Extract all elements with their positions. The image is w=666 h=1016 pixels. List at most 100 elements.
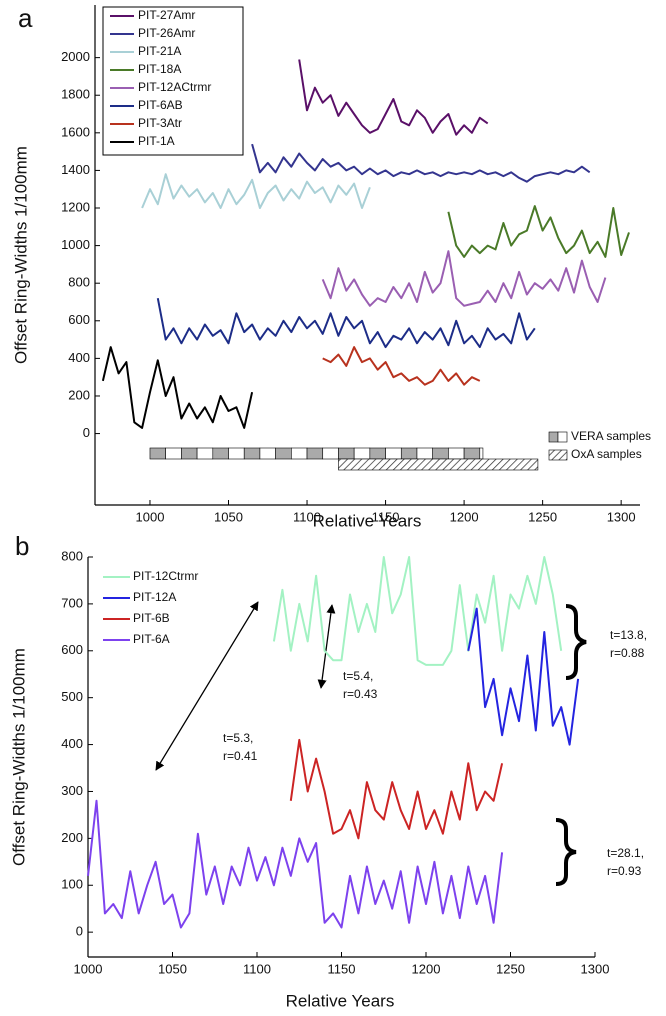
annotation: t=13.8,	[610, 628, 647, 642]
series-line	[298, 59, 489, 136]
sample-block	[400, 447, 418, 460]
legend-label: PIT-27Amr	[138, 8, 195, 22]
series-line	[141, 173, 371, 209]
legend-label: PIT-26Amr	[138, 26, 195, 40]
sample-block	[432, 447, 449, 460]
legend-label: PIT-21A	[138, 44, 181, 58]
x-tick-label: 1250	[496, 961, 525, 976]
sample-legend-label: VERA samples	[571, 429, 651, 443]
x-tick-label: 1050	[214, 509, 243, 524]
x-tick-label: 1150	[328, 961, 356, 976]
sample-block	[338, 447, 355, 460]
x-tick-label: 1100	[293, 509, 321, 524]
sample-block	[228, 447, 245, 460]
annotation: r=0.93	[607, 864, 642, 878]
x-tick-label: 1300	[581, 961, 610, 976]
sample-block	[291, 447, 308, 460]
x-tick-label: 1000	[74, 961, 103, 976]
x-tick-label: 1150	[372, 509, 400, 524]
x-axis-title: Relative Years	[286, 991, 395, 1010]
y-tick-label: 400	[68, 350, 90, 365]
y-tick-label: 1600	[61, 124, 90, 139]
legend-label: PIT-12A	[133, 590, 176, 604]
annotation: r=0.88	[610, 646, 645, 660]
annotation: r=0.41	[223, 749, 258, 763]
sample-block	[212, 447, 229, 460]
legend-label: PIT-6B	[133, 611, 170, 625]
annotation: t=5.3,	[223, 731, 253, 745]
y-tick-label: 0	[76, 924, 83, 939]
sample-block	[149, 447, 166, 460]
x-tick-label: 1300	[607, 509, 636, 524]
sample-block	[463, 447, 481, 460]
series-line	[272, 556, 563, 666]
series-line	[467, 607, 580, 746]
series-line	[156, 298, 536, 349]
x-tick-label: 1100	[243, 961, 271, 976]
sample-bar	[338, 458, 539, 471]
y-tick-label: 500	[61, 689, 83, 704]
sample-block	[259, 447, 276, 460]
annotation: r=0.43	[343, 687, 378, 701]
legend-label: PIT-6A	[133, 632, 170, 646]
y-tick-label: 600	[68, 312, 90, 327]
series-line	[251, 143, 591, 183]
sample-legend-swatch	[548, 431, 559, 443]
sample-block	[448, 447, 465, 460]
sample-block	[479, 447, 484, 460]
x-tick-label: 1000	[136, 509, 165, 524]
legend-label: PIT-12ACtrmr	[138, 80, 211, 94]
sample-block	[322, 447, 339, 460]
y-tick-label: 200	[61, 830, 83, 845]
sample-block	[416, 447, 433, 460]
y-tick-label: 100	[61, 877, 83, 892]
y-axis-title: Offset Ring-Widths 1/100mm	[9, 648, 28, 866]
y-tick-label: 400	[61, 736, 83, 751]
sample-bar	[149, 447, 484, 460]
arrow	[317, 604, 336, 689]
series-line	[101, 346, 254, 429]
annotation: t=28.1,	[607, 846, 644, 860]
y-tick-label: 200	[68, 387, 90, 402]
sample-block	[385, 447, 402, 460]
y-tick-label: 600	[61, 642, 83, 657]
sample-block	[369, 447, 386, 460]
panel-label: b	[15, 531, 29, 561]
y-tick-label: 800	[68, 275, 90, 290]
x-tick-label: 1250	[528, 509, 557, 524]
sample-legend-swatch	[548, 449, 568, 461]
legend-label: PIT-12Ctrmr	[133, 569, 198, 583]
y-tick-label: 300	[61, 783, 83, 798]
legend-box	[102, 6, 244, 156]
legend-label: PIT-1A	[138, 134, 175, 148]
annotation: t=5.4,	[343, 669, 373, 683]
x-axis-title: Relative Years	[313, 511, 422, 530]
x-tick-label: 1200	[412, 961, 441, 976]
series-line	[447, 205, 630, 258]
sample-block	[353, 447, 371, 460]
y-tick-label: 2000	[61, 49, 90, 64]
panel-label: a	[18, 3, 33, 33]
arrow	[155, 601, 259, 771]
y-tick-label: 700	[61, 595, 83, 610]
y-tick-label: 1800	[61, 87, 90, 102]
sample-block	[196, 447, 214, 460]
sample-block	[243, 447, 261, 460]
y-tick-label: 1200	[61, 199, 90, 214]
y-tick-label: 1400	[61, 162, 90, 177]
brace	[565, 604, 587, 680]
y-tick-label: 800	[61, 548, 83, 563]
x-tick-label: 1200	[450, 509, 479, 524]
y-tick-label: 0	[83, 425, 90, 440]
series-line	[289, 738, 504, 840]
brace	[555, 818, 577, 886]
sample-legend-label: OxA samples	[571, 447, 642, 461]
sample-block	[275, 447, 292, 460]
sample-legend-swatch	[557, 431, 568, 443]
legend-label: PIT-3Atr	[138, 116, 182, 130]
x-tick-label: 1050	[158, 961, 187, 976]
legend-label: PIT-6AB	[138, 98, 183, 112]
y-tick-label: 1000	[61, 237, 90, 252]
y-axis-title: Offset Ring-Widths 1/100mm	[11, 146, 30, 364]
